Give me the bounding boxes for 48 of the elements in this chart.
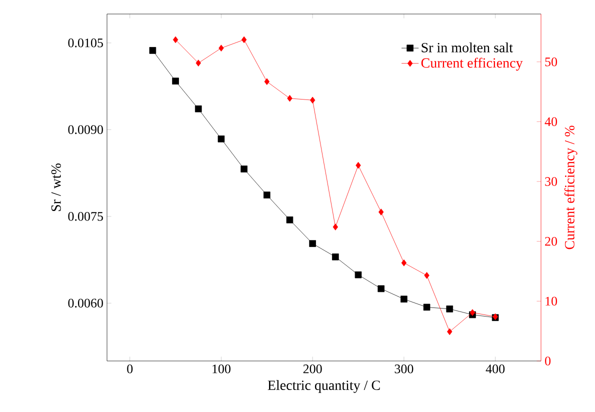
x-tick-label: 0 <box>127 364 133 374</box>
point <box>423 304 430 311</box>
point <box>241 36 247 44</box>
point <box>446 306 454 312</box>
legend-label: Sr in molten salt <box>422 42 513 52</box>
point <box>172 36 178 44</box>
y-tick-label: 0.0090 <box>68 125 103 134</box>
y2-tick-label: 50 <box>545 57 558 66</box>
point <box>172 78 179 84</box>
x-axis-title: Electric quantity / C <box>268 380 380 393</box>
point <box>264 78 270 85</box>
point <box>149 47 156 54</box>
point <box>332 253 339 260</box>
y2-tick-label: 20 <box>545 236 558 246</box>
x-tick-label: 200 <box>303 364 322 374</box>
y-tick-label: 0.0060 <box>68 298 103 308</box>
point <box>470 309 476 316</box>
point <box>287 94 292 102</box>
point <box>378 285 384 292</box>
point <box>263 192 270 198</box>
point <box>401 259 407 266</box>
point <box>309 240 316 247</box>
point <box>286 216 294 224</box>
y-tick-label: 0.0105 <box>68 38 103 48</box>
x-tick-label: 300 <box>394 364 414 374</box>
point <box>424 272 430 279</box>
point <box>196 60 201 66</box>
point <box>400 296 408 303</box>
y2-tick-label: 40 <box>544 117 558 126</box>
y2-tick-label: 30 <box>545 177 558 186</box>
point <box>310 96 316 104</box>
x-tick-label: 100 <box>212 364 230 374</box>
point <box>354 271 362 278</box>
legend-label: Current efficiency <box>421 58 523 71</box>
y-tick-label: 0.0075 <box>68 212 103 221</box>
point <box>378 208 384 216</box>
y2-axis-title: Current efficiency / % <box>564 126 578 250</box>
y-axis-title: Sr / wt% <box>51 163 61 212</box>
point <box>332 224 338 230</box>
point <box>194 105 202 112</box>
point <box>240 166 248 172</box>
point <box>447 328 452 336</box>
y2-tick-label: 0 <box>545 356 551 366</box>
point <box>218 136 225 142</box>
point <box>356 162 361 169</box>
y2-tick-label: 10 <box>546 296 558 306</box>
x-tick-label: 400 <box>486 364 505 374</box>
point <box>218 44 224 52</box>
